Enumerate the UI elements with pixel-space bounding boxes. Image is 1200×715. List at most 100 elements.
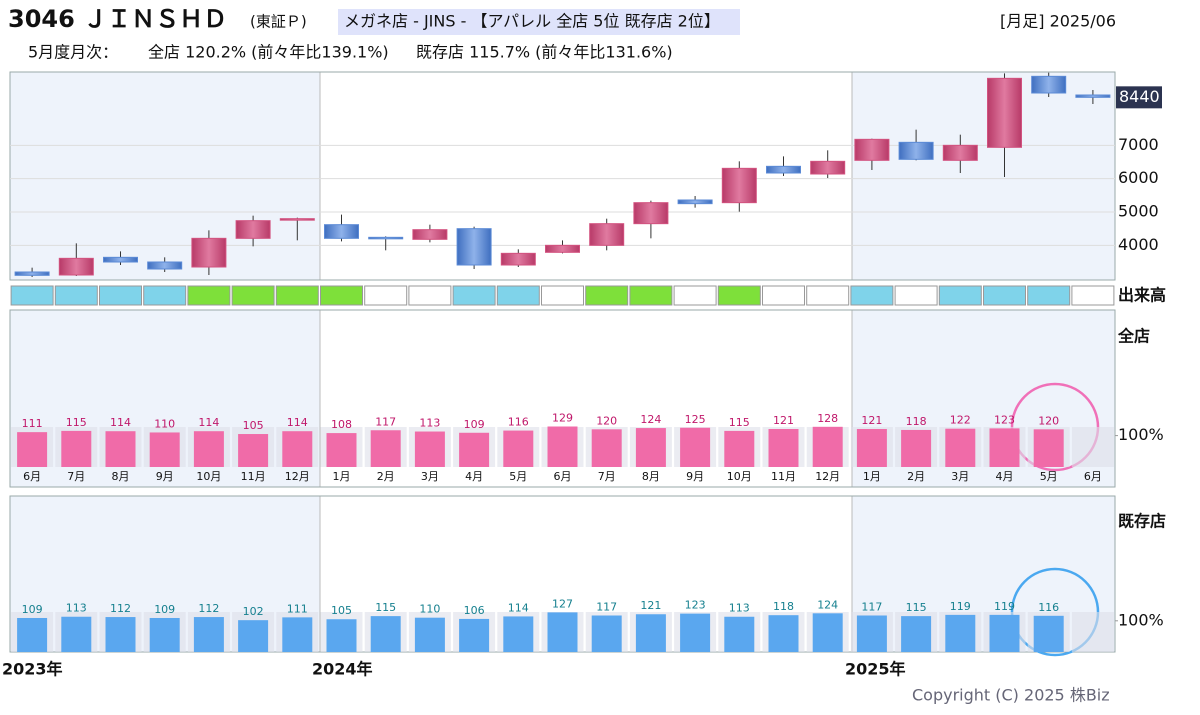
volume-box — [54, 285, 98, 306]
bar — [680, 613, 711, 652]
volume-box — [275, 285, 319, 306]
value-label: 115 — [66, 416, 87, 429]
bar — [503, 430, 534, 467]
bar — [989, 428, 1020, 467]
volume-box — [99, 285, 142, 306]
existing-store-summary: 既存店 115.7% (前々年比131.6%) — [416, 43, 673, 62]
bar — [61, 430, 92, 467]
value-label: 102 — [243, 605, 264, 618]
bar — [724, 616, 755, 652]
bar-backdrop — [1071, 612, 1114, 652]
bar — [591, 615, 622, 652]
bar — [768, 615, 799, 652]
volume-box — [585, 285, 629, 306]
x-tick-label: 9月 — [686, 470, 704, 483]
all-store-summary: 全店 120.2% (前々年比139.1%) — [148, 43, 389, 62]
value-label: 116 — [1038, 601, 1059, 614]
candle-body — [1031, 75, 1067, 94]
x-tick-label: 4月 — [996, 470, 1014, 483]
bar — [370, 430, 401, 467]
value-label: 111 — [287, 602, 308, 615]
value-label: 121 — [773, 414, 794, 427]
candle-body — [1075, 94, 1111, 98]
bar — [61, 616, 92, 652]
candle-body — [898, 141, 934, 160]
x-tick-label: 12月 — [285, 470, 310, 483]
value-label: 115 — [375, 601, 396, 614]
x-tick-label: 6月 — [1084, 470, 1102, 483]
value-label: 113 — [419, 417, 440, 430]
bar — [149, 617, 180, 652]
value-label: 114 — [508, 601, 529, 614]
x-tick-label: 11月 — [241, 470, 266, 483]
y-tick-label: 5000 — [1118, 202, 1159, 221]
shaded-region — [10, 72, 320, 280]
volume-box — [806, 285, 850, 306]
bar — [238, 620, 269, 652]
x-tick-label: 8月 — [642, 470, 660, 483]
value-label: 110 — [154, 417, 175, 430]
value-label: 117 — [861, 600, 882, 613]
bar — [901, 616, 932, 652]
bar — [503, 616, 534, 652]
value-label: 127 — [552, 597, 573, 610]
panel-frame — [9, 309, 1116, 488]
bar — [193, 431, 224, 467]
volume-box — [938, 285, 982, 306]
bar — [105, 617, 136, 652]
volume-box — [320, 285, 363, 306]
x-tick-label: 4月 — [465, 470, 483, 483]
value-label: 113 — [66, 602, 87, 615]
value-label: 121 — [861, 414, 882, 427]
value-label: 125 — [685, 413, 706, 426]
bar — [856, 615, 887, 652]
x-tick-label: 3月 — [421, 470, 439, 483]
bar — [547, 612, 578, 652]
bar — [724, 430, 755, 467]
industry-box — [338, 9, 740, 35]
value-label: 109 — [154, 603, 175, 616]
bar — [945, 428, 976, 467]
value-label: 123 — [994, 413, 1015, 426]
bar — [856, 429, 887, 467]
candle-body — [766, 165, 801, 174]
bar — [193, 617, 224, 652]
industry: メガネ店 - JINS - 【アパレル 全店 5位 既存店 2位】 — [344, 12, 720, 31]
candle-body — [500, 252, 536, 266]
volume-box — [187, 285, 231, 306]
bar — [105, 431, 136, 467]
candle-body — [633, 202, 669, 225]
bar — [17, 432, 48, 467]
panel-title: 全店 — [1117, 327, 1150, 346]
x-tick-label: 8月 — [112, 470, 130, 483]
bar — [812, 426, 843, 467]
bar — [1033, 615, 1064, 652]
year-label: 2023年 — [2, 660, 63, 679]
x-tick-label: 1月 — [863, 470, 881, 483]
volume-box — [717, 285, 761, 306]
volume-box — [1027, 285, 1071, 306]
candle-body — [103, 256, 138, 263]
candle-body — [279, 218, 315, 221]
x-tick-label: 7月 — [598, 470, 616, 483]
candle-body — [545, 244, 580, 253]
bar — [547, 426, 578, 467]
candle-body — [810, 160, 846, 175]
bar — [459, 618, 490, 652]
candle-body — [14, 271, 50, 276]
current-price-label: 8440 — [1119, 87, 1160, 106]
bar — [326, 433, 357, 467]
bar — [768, 429, 799, 467]
bar — [459, 432, 490, 467]
volume-box — [496, 285, 540, 306]
x-tick-label: 6月 — [23, 470, 41, 483]
value-label: 123 — [685, 599, 706, 612]
volume-box — [983, 285, 1026, 306]
volume-box — [629, 285, 673, 306]
value-label: 120 — [596, 414, 617, 427]
x-tick-label: 10月 — [727, 470, 752, 483]
candle-body — [456, 228, 492, 266]
value-label: 109 — [22, 603, 43, 616]
value-label: 110 — [419, 603, 440, 616]
summary-label: 5月度月次： — [28, 43, 118, 62]
